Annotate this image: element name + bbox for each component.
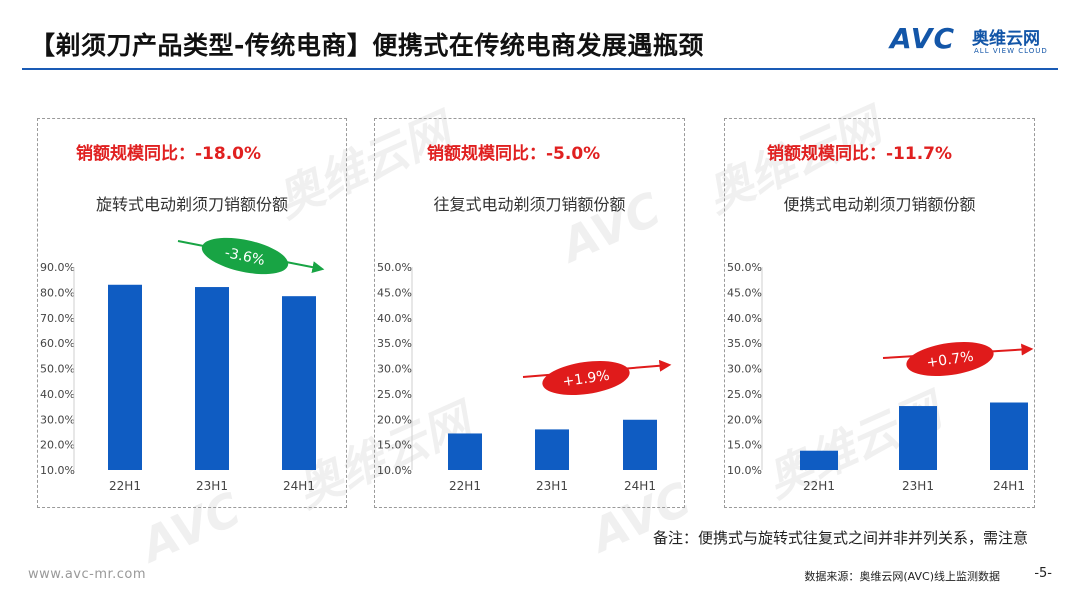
avc-logo: AVC 奥维云网 ALL VIEW CLOUD xyxy=(890,20,1055,66)
x-tick-label: 23H1 xyxy=(902,479,934,493)
bar-24H1 xyxy=(623,419,657,470)
x-tick-label: 22H1 xyxy=(449,479,481,493)
y-tick-label: 50.0% xyxy=(727,261,762,274)
chart-svg: 50.0% 45.0% 40.0% 35.0% 30.0% 25.0% 20.0% 15.0%… xyxy=(727,261,1034,493)
y-tick-label: 10.0% xyxy=(40,464,75,477)
footnote: 备注：便携式与旋转式往复式之间并非并列关系，需注意 xyxy=(652,529,1028,547)
y-tick-label: 10.0% xyxy=(727,464,762,477)
y-tick-label: 60.0% xyxy=(40,337,75,350)
logo-en-name: ALL VIEW CLOUD xyxy=(974,47,1048,55)
y-tick-label: 50.0% xyxy=(40,363,75,376)
chart-panel-reciprocating: 销额规模同比：-5.0% 往复式电动剃须刀销额份额 50.0% 45.0% 40.0… xyxy=(374,118,685,508)
logo-cn-name: 奥维云网 xyxy=(972,29,1040,49)
chart-panel-portable: 销额规模同比：-11.7% 便携式电动剃须刀销额份额 50.0% 45.0% 40.… xyxy=(724,118,1035,508)
page-number: -5- xyxy=(1034,566,1052,581)
y-tick-label: 10.0% xyxy=(377,464,412,477)
x-tick-label: 22H1 xyxy=(803,479,835,493)
chart-title: 往复式电动剃须刀销额份额 xyxy=(433,195,626,214)
y-tick-label: 90.0% xyxy=(40,261,75,274)
bar-23H1 xyxy=(195,287,229,470)
bar-22H1 xyxy=(108,284,142,470)
y-tick-label: 35.0% xyxy=(377,337,412,350)
page-title: 【剃须刀产品类型-传统电商】便携式在传统电商发展遇瓶颈 xyxy=(30,31,704,60)
data-source: 数据来源：奥维云网(AVC)线上监测数据 xyxy=(804,570,1000,583)
y-tick-label: 45.0% xyxy=(377,286,412,299)
y-tick-label: 15.0% xyxy=(727,439,762,452)
y-tick-label: 20.0% xyxy=(377,413,412,426)
chart-title: 便携式电动剃须刀销额份额 xyxy=(783,195,976,214)
x-tick-label: 23H1 xyxy=(536,479,568,493)
y-tick-label: 15.0% xyxy=(377,439,412,452)
y-tick-label: 40.0% xyxy=(40,388,75,401)
change-pill xyxy=(542,361,630,395)
x-tick-label: 24H1 xyxy=(993,479,1025,493)
y-tick-label: 80.0% xyxy=(40,286,75,299)
y-tick-label: 50.0% xyxy=(377,261,412,274)
y-tick-label: 70.0% xyxy=(40,312,75,325)
y-tick-label: 40.0% xyxy=(377,312,412,325)
chart-svg: 90.0% 80.0% 70.0% 60.0% 50.0% 40.0% 30.0% 20.0%… xyxy=(40,237,325,493)
header-divider xyxy=(22,68,1058,70)
bar-22H1 xyxy=(448,433,482,470)
website-link[interactable]: www.avc-mr.com xyxy=(28,567,147,582)
bar-24H1 xyxy=(282,296,316,470)
y-tick-label: 45.0% xyxy=(727,286,762,299)
change-pill-label: +1.9% xyxy=(562,368,611,390)
growth-label: 销额规模同比：-11.7% xyxy=(767,144,953,164)
bar-23H1 xyxy=(535,429,569,470)
change-pill-label: +0.7% xyxy=(926,349,975,371)
y-tick-label: 35.0% xyxy=(727,337,762,350)
y-tick-label: 20.0% xyxy=(727,413,762,426)
bar-23H1 xyxy=(899,406,937,470)
chart-panel-rotary: 销额规模同比：-18.0% 旋转式电动剃须刀销额份额 90.0% 80.0% 70.… xyxy=(37,118,347,508)
y-tick-label: 30.0% xyxy=(727,363,762,376)
x-tick-label: 24H1 xyxy=(624,479,656,493)
bar-24H1 xyxy=(990,402,1028,470)
growth-label: 销额规模同比：-18.0% xyxy=(76,144,262,164)
x-tick-label: 22H1 xyxy=(109,479,141,493)
chart-svg: 50.0% 45.0% 40.0% 35.0% 30.0% 25.0% 20.0% 15.0%… xyxy=(377,261,672,493)
y-tick-label: 30.0% xyxy=(377,363,412,376)
x-tick-label: 23H1 xyxy=(196,479,228,493)
y-tick-label: 25.0% xyxy=(727,388,762,401)
growth-label: 销额规模同比：-5.0% xyxy=(427,144,601,164)
y-tick-label: 20.0% xyxy=(40,439,75,452)
bar-22H1 xyxy=(800,450,838,470)
logo-mark: AVC xyxy=(890,22,955,55)
y-tick-label: 30.0% xyxy=(40,413,75,426)
x-tick-label: 24H1 xyxy=(283,479,315,493)
y-tick-label: 25.0% xyxy=(377,388,412,401)
change-pill xyxy=(201,237,289,275)
change-pill xyxy=(906,342,994,376)
y-tick-label: 40.0% xyxy=(727,312,762,325)
chart-title: 旋转式电动剃须刀销额份额 xyxy=(95,195,288,214)
